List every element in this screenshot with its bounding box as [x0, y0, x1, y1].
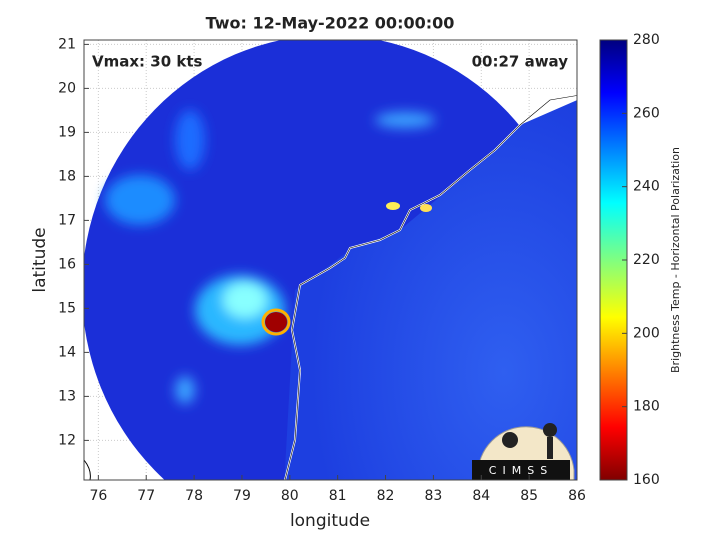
- y-tick-label: 18: [58, 168, 76, 184]
- plot-frame: [83, 39, 578, 481]
- y-tick-label: 20: [58, 80, 76, 96]
- y-tick-label: 21: [58, 36, 76, 52]
- x-tick-label: 76: [89, 488, 107, 504]
- x-tick-label: 83: [424, 488, 442, 504]
- y-tick-label: 14: [58, 344, 76, 360]
- annotation: Vmax: 30 kts: [92, 53, 202, 71]
- x-tick-label: 84: [472, 488, 490, 504]
- logo-text: CIMSS: [489, 464, 553, 477]
- x-tick-label: 77: [137, 488, 155, 504]
- y-tick-label: 15: [58, 300, 76, 316]
- colorbar-tick-label: 180: [633, 399, 660, 415]
- y-tick-label: 13: [58, 388, 76, 404]
- x-tick-label: 80: [281, 488, 299, 504]
- colorbar-tick-label: 200: [633, 325, 660, 341]
- y-tick-label: 12: [58, 432, 76, 448]
- y-tick-label: 19: [58, 124, 76, 140]
- colorbar-tick-label: 220: [633, 252, 660, 268]
- colorbar-tick-label: 280: [633, 32, 660, 48]
- y-axis-label: latitude: [30, 227, 50, 292]
- x-tick-label: 79: [233, 488, 251, 504]
- y-tick-label: 16: [58, 256, 76, 272]
- x-axis-label: longitude: [290, 511, 370, 531]
- satellite-disk: [84, 40, 577, 480]
- y-tick-label: 17: [58, 212, 76, 228]
- x-tick-label: 86: [568, 488, 586, 504]
- annotation: 00:27 away: [472, 53, 569, 71]
- logo: CIMSS: [472, 423, 575, 481]
- colorbar-tick-label: 160: [633, 472, 660, 488]
- colorbar-tick-label: 260: [633, 105, 660, 121]
- colorbar-tick-label: 240: [633, 179, 660, 195]
- x-tick-label: 85: [520, 488, 538, 504]
- colorbar-label: Brightness Temp - Horizontal Polarizatio…: [669, 147, 682, 373]
- x-tick-label: 82: [377, 488, 395, 504]
- x-tick-label: 81: [329, 488, 347, 504]
- chart-title: Two: 12-May-2022 00:00:00: [206, 14, 455, 33]
- x-tick-label: 78: [185, 488, 203, 504]
